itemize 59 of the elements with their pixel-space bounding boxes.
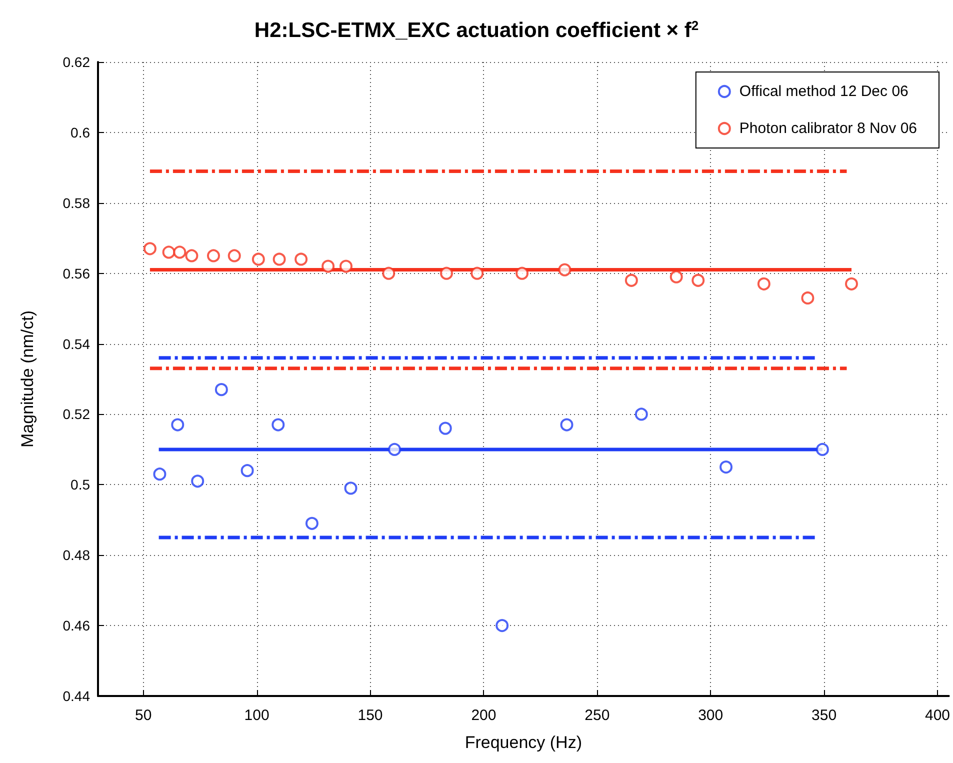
point	[624, 274, 638, 287]
legend-label: Photon calibrator 8 Nov 06	[739, 120, 918, 137]
x-tick-label: 250	[584, 707, 610, 724]
y-tick-label: 0.52	[62, 406, 90, 422]
y-tick-label: 0.46	[62, 618, 90, 634]
x-tick-label: 150	[358, 707, 383, 724]
x-axis-title: Frequency (Hz)	[464, 733, 582, 752]
point	[496, 619, 509, 632]
point	[816, 442, 829, 456]
point	[272, 418, 285, 432]
y-tick-label: 0.44	[62, 688, 90, 704]
point	[228, 249, 241, 262]
point	[470, 266, 484, 280]
y-axis-title: Magnitude (nm/ct)	[18, 310, 37, 448]
y-tick-label: 0.58	[62, 194, 90, 211]
point	[191, 474, 204, 488]
point	[558, 263, 572, 276]
point	[162, 246, 176, 259]
point	[634, 408, 648, 421]
y-tick-label: 0.5	[70, 476, 90, 493]
x-tick-label: 50	[135, 707, 152, 724]
point	[153, 468, 166, 481]
point	[206, 249, 220, 262]
point	[171, 418, 184, 432]
point	[382, 266, 396, 280]
x-tick-label: 300	[698, 707, 724, 724]
x-tick-label: 400	[924, 707, 950, 724]
y-tick-label: 0.48	[62, 547, 90, 564]
point	[143, 242, 156, 256]
point	[340, 260, 352, 273]
point	[344, 482, 358, 495]
x-tick-label: 100	[244, 707, 270, 724]
point	[560, 418, 574, 432]
point	[440, 266, 453, 280]
y-tick-label: 0.6	[70, 124, 90, 140]
point	[801, 291, 814, 304]
point	[438, 422, 452, 435]
point	[322, 260, 335, 273]
point	[516, 266, 529, 280]
point	[252, 252, 265, 266]
y-tick-label: 0.54	[62, 336, 90, 352]
point	[185, 249, 198, 262]
point	[845, 277, 858, 290]
point	[173, 246, 186, 259]
y-tick-label: 0.62	[62, 54, 90, 70]
point	[240, 464, 254, 478]
point	[305, 516, 318, 530]
point	[294, 252, 308, 266]
x-tick-label: 350	[812, 707, 837, 724]
point	[720, 460, 733, 474]
legend-label: Offical method 12 Dec 06	[739, 83, 908, 100]
point	[692, 274, 705, 287]
point	[272, 252, 286, 266]
point	[388, 442, 402, 456]
point	[757, 277, 770, 290]
point	[214, 383, 228, 396]
x-tick-label: 200	[471, 707, 496, 724]
y-tick-label: 0.56	[62, 265, 90, 282]
point	[670, 270, 683, 284]
